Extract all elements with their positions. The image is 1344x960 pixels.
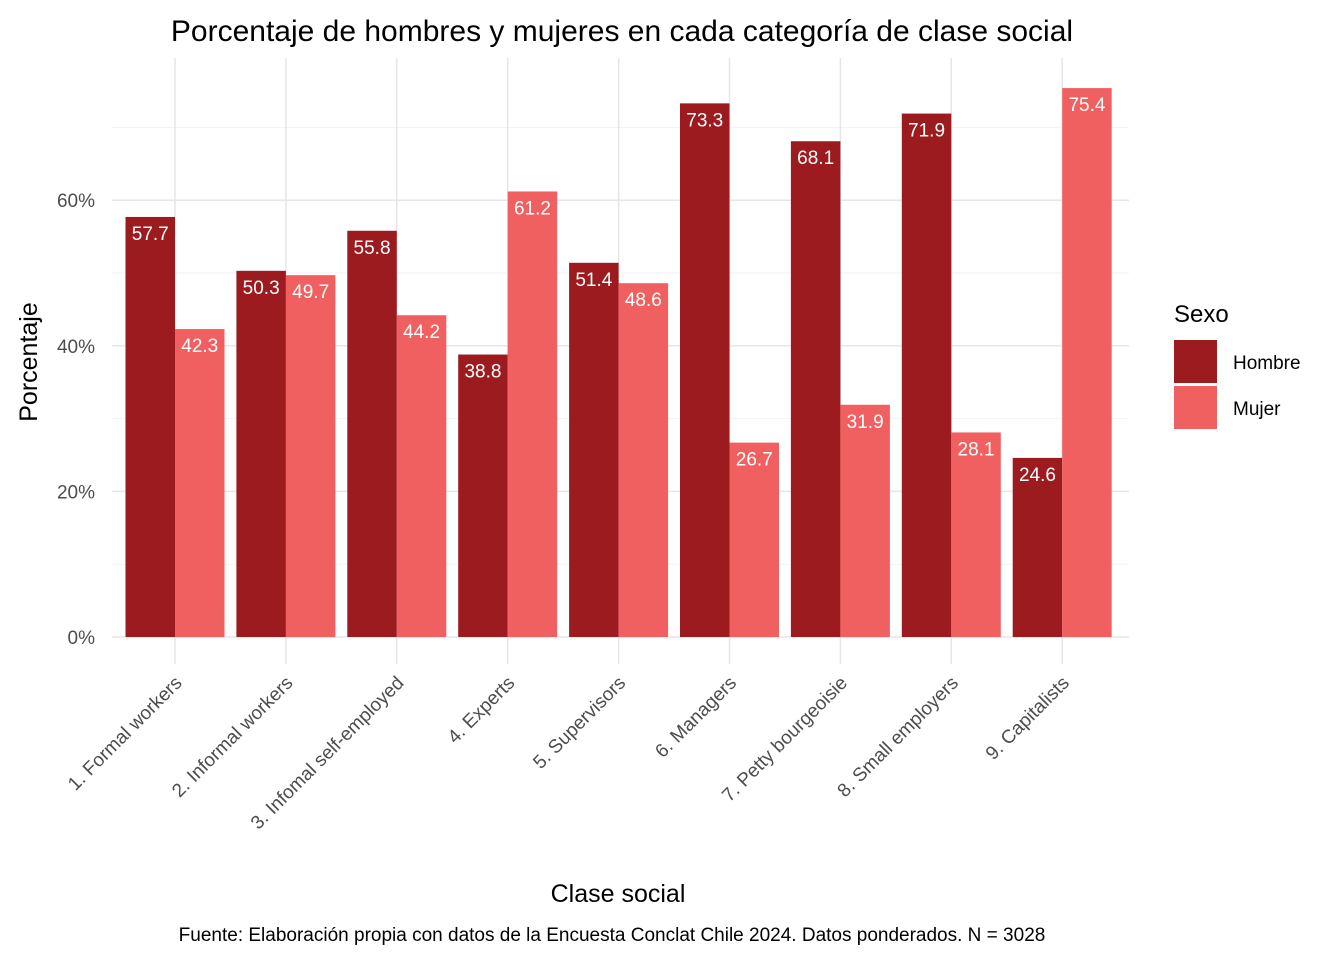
bar-hombre (790, 141, 841, 637)
bar-value-label: 48.6 (625, 290, 662, 311)
bar-value-label: 42.3 (181, 336, 218, 357)
legend: Sexo Hombre Mujer (1174, 301, 1301, 429)
bar-value-label: 57.7 (132, 224, 169, 245)
bar-value-label: 38.8 (464, 362, 501, 383)
x-tick-label: 8. Small employers (834, 673, 963, 802)
bar-mujer (729, 442, 779, 637)
bar-hombre (125, 216, 175, 637)
bar-mujer (1062, 88, 1112, 637)
bar-mujer (507, 191, 558, 638)
bar-mujer (396, 315, 447, 637)
bar-hombre (569, 262, 619, 637)
x-tick-label: 4. Experts (444, 673, 519, 748)
bar-value-label: 73.3 (686, 110, 723, 131)
y-tick-label: 40% (57, 337, 95, 358)
bar-value-label: 61.2 (514, 198, 551, 219)
bar-labels: 57.7 42.3 50.3 49.7 55.8 44.2 38.8 61.2 51.4 48.6… (132, 95, 1106, 486)
legend-label-mujer: Mujer (1233, 399, 1281, 420)
bar-value-label: 31.9 (847, 412, 884, 433)
bars (125, 88, 1112, 638)
y-tick-label: 20% (57, 482, 95, 503)
bar-value-label: 26.7 (736, 450, 773, 471)
bar-mujer (618, 283, 669, 637)
y-axis-title: Porcentaje (15, 302, 43, 422)
bar-value-label: 55.8 (354, 238, 391, 259)
bar-value-label: 71.9 (908, 121, 945, 142)
bar-value-label: 28.1 (958, 439, 995, 460)
bar-hombre (1012, 457, 1063, 637)
bar-hombre (458, 354, 508, 637)
x-tick-label: 5. Supervisors (529, 673, 630, 774)
x-tick-label: 7. Petty bourgeoisie (718, 673, 852, 807)
bar-mujer (285, 275, 336, 637)
bar-hombre (680, 103, 730, 638)
x-tick-label: 6. Managers (651, 673, 741, 763)
bar-value-label: 51.4 (575, 270, 612, 291)
x-tick-label: 2. Informal workers (168, 673, 297, 802)
chart-caption: Fuente: Elaboración propia con datos de … (179, 925, 1046, 946)
x-tick-label: 9. Capitalists (982, 673, 1074, 765)
x-tick-label: 1. Formal workers (64, 673, 186, 795)
bar-hombre (236, 270, 286, 637)
chart-title: Porcentaje de hombres y mujeres en cada … (171, 15, 1073, 48)
bar-mujer (840, 404, 890, 637)
bar-hombre (347, 230, 397, 637)
legend-title: Sexo (1174, 301, 1229, 328)
bar-value-label: 44.2 (403, 322, 440, 343)
y-tick-label: 60% (57, 191, 95, 212)
bar-value-label: 49.7 (292, 282, 329, 303)
bar-hombre (901, 113, 952, 638)
legend-swatch-hombre (1174, 340, 1217, 383)
bar-value-label: 50.3 (243, 278, 280, 299)
legend-swatch-mujer (1174, 386, 1217, 429)
bar-mujer (951, 432, 1001, 637)
legend-label-hombre: Hombre (1233, 353, 1301, 374)
y-axis-ticks: 0% 20% 40% 60% (57, 191, 95, 649)
bar-value-label: 24.6 (1019, 465, 1056, 486)
x-axis-title: Clase social (551, 880, 686, 908)
y-tick-label: 0% (68, 628, 96, 649)
bar-value-label: 68.1 (797, 148, 834, 169)
bar-value-label: 75.4 (1068, 95, 1105, 116)
bar-mujer (175, 329, 225, 637)
